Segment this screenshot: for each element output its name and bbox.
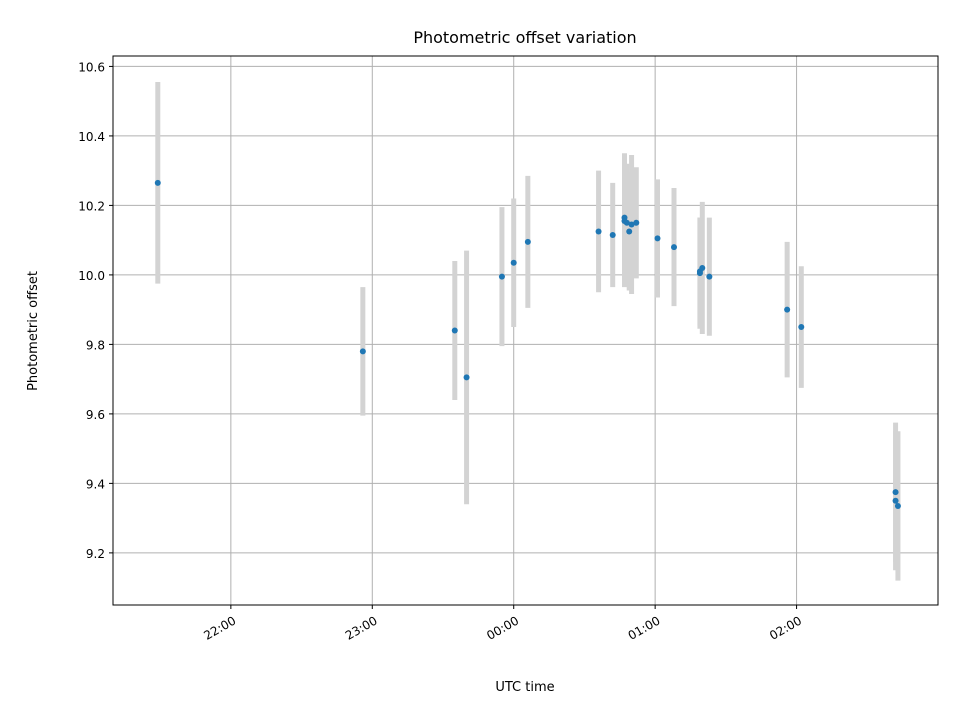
x-axis-label: UTC time (495, 680, 554, 695)
data-point (451, 327, 458, 334)
data-point (623, 219, 630, 226)
data-point (892, 497, 899, 504)
x-tick-label: 02:00 (767, 613, 804, 642)
x-tick-label: 00:00 (484, 613, 521, 642)
y-tick-label: 10.6 (78, 60, 105, 74)
y-tick-label: 10.4 (78, 130, 105, 144)
y-tick-label: 10.2 (78, 199, 105, 213)
data-point (628, 221, 635, 228)
y-tick-label: 9.4 (86, 477, 105, 491)
x-tick-label: 22:00 (201, 613, 238, 642)
data-point (671, 244, 677, 251)
data-point (609, 231, 616, 238)
data-point (510, 259, 517, 266)
data-point (894, 502, 901, 509)
y-tick-label: 9.6 (86, 408, 105, 422)
data-points (154, 179, 901, 509)
grid-layer (113, 56, 938, 605)
chart-title: Photometric offset variation (413, 28, 636, 47)
data-point (654, 235, 661, 242)
y-tick-label: 9.2 (86, 547, 105, 561)
data-point (359, 348, 366, 355)
data-point (633, 219, 640, 226)
y-tick-label: 9.8 (86, 338, 105, 352)
x-tick-label: 23:00 (343, 613, 380, 642)
data-point (626, 228, 633, 235)
data-point (784, 306, 791, 313)
error-bars (155, 82, 901, 581)
y-axis-label: Photometric offset (26, 271, 41, 391)
data-point (798, 324, 805, 331)
plot-frame (112, 55, 939, 606)
x-axis: 22:00 23:00 00:00 01:00 02:00 (201, 605, 804, 643)
y-tick-label: 10.0 (78, 269, 105, 283)
data-point (498, 273, 505, 280)
data-point (595, 228, 602, 235)
y-axis: 9.2 9.4 9.6 9.8 10.0 10.2 10.4 10.6 (78, 60, 113, 561)
data-point (463, 374, 470, 381)
data-point (524, 238, 531, 245)
data-point (154, 179, 161, 186)
data-point (699, 264, 706, 271)
data-point (892, 489, 899, 496)
x-tick-label: 01:00 (626, 613, 663, 642)
data-point (706, 273, 713, 280)
